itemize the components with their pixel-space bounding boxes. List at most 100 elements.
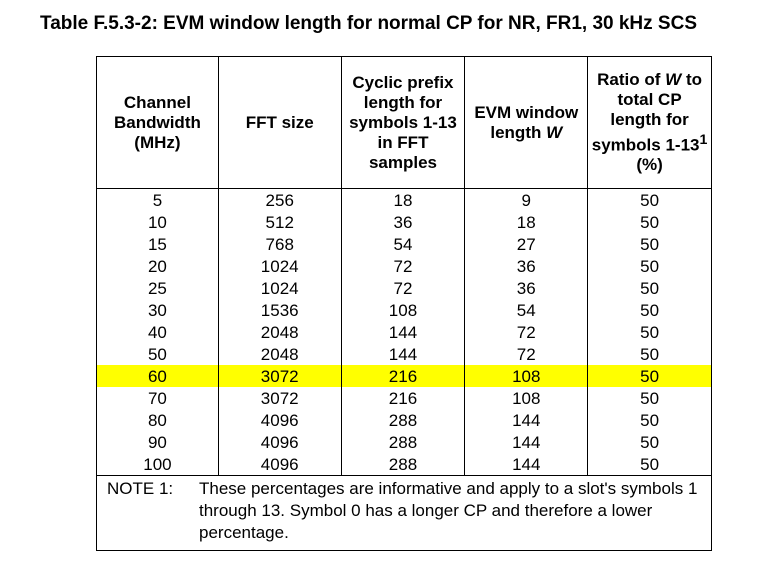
cell-ratio: 50 xyxy=(587,387,712,409)
cell-evm-window: 36 xyxy=(464,277,589,299)
header-evm-window-text: EVM window length xyxy=(474,102,579,142)
table-row: 25 1024 72 36 50 xyxy=(96,277,712,299)
header-ratio-prefix: Ratio of xyxy=(597,69,661,89)
cell-ratio: 50 xyxy=(587,343,712,365)
cell-evm-window: 72 xyxy=(464,343,589,365)
table-row: 20 1024 72 36 50 xyxy=(96,255,712,277)
cell-cp-length: 72 xyxy=(340,255,466,277)
table-row: 100 4096 288 144 50 xyxy=(96,453,712,476)
note-label: NOTE 1: xyxy=(107,479,174,498)
cell-ratio: 50 xyxy=(587,409,712,431)
cell-channel-bandwidth: 40 xyxy=(96,321,219,343)
table-title: Table F.5.3-2: EVM window length for nor… xyxy=(40,13,698,34)
table-row: 15 768 54 27 50 xyxy=(96,233,712,255)
header-evm-window-var: W xyxy=(546,122,563,142)
cell-cp-length: 288 xyxy=(340,409,466,431)
cell-ratio: 50 xyxy=(587,211,712,233)
table-row: 10 512 36 18 50 xyxy=(96,211,712,233)
cell-ratio: 50 xyxy=(587,365,712,387)
table-row: 80 4096 288 144 50 xyxy=(96,409,712,431)
cell-evm-window: 108 xyxy=(464,387,589,409)
cell-fft-size: 4096 xyxy=(217,453,342,476)
cell-cp-length: 288 xyxy=(340,453,466,476)
cell-channel-bandwidth: 70 xyxy=(96,387,219,409)
header-evm-window: EVM window length W xyxy=(464,56,589,189)
table-row: 60 3072 216 108 50 xyxy=(96,365,712,387)
cell-evm-window: 144 xyxy=(464,409,589,431)
cell-channel-bandwidth: 25 xyxy=(96,277,219,299)
cell-ratio: 50 xyxy=(587,321,712,343)
cell-evm-window: 27 xyxy=(464,233,589,255)
table-row: 90 4096 288 144 50 xyxy=(96,431,712,453)
cell-channel-bandwidth: 90 xyxy=(96,431,219,453)
cell-ratio: 50 xyxy=(587,431,712,453)
cell-evm-window: 72 xyxy=(464,321,589,343)
cell-fft-size: 768 xyxy=(217,233,342,255)
table-row: 5 256 18 9 50 xyxy=(96,188,712,211)
cell-channel-bandwidth: 80 xyxy=(96,409,219,431)
cell-ratio: 50 xyxy=(587,453,712,476)
cell-channel-bandwidth: 60 xyxy=(96,365,219,387)
header-cp-length: Cyclic prefix length for symbols 1-13 in… xyxy=(340,56,466,189)
cell-channel-bandwidth: 15 xyxy=(96,233,219,255)
cell-channel-bandwidth: 10 xyxy=(96,211,219,233)
cell-evm-window: 144 xyxy=(464,431,589,453)
cell-fft-size: 2048 xyxy=(217,321,342,343)
cell-fft-size: 4096 xyxy=(217,431,342,453)
cell-evm-window: 144 xyxy=(464,453,589,476)
cell-cp-length: 108 xyxy=(340,299,466,321)
cell-channel-bandwidth: 20 xyxy=(96,255,219,277)
cell-cp-length: 54 xyxy=(340,233,466,255)
cell-ratio: 50 xyxy=(587,255,712,277)
cell-evm-window: 18 xyxy=(464,211,589,233)
header-ratio-footnote-mark: 1 xyxy=(699,131,708,148)
cell-channel-bandwidth: 50 xyxy=(96,343,219,365)
cell-evm-window: 36 xyxy=(464,255,589,277)
cell-fft-size: 2048 xyxy=(217,343,342,365)
cell-fft-size: 3072 xyxy=(217,365,342,387)
cell-ratio: 50 xyxy=(587,277,712,299)
header-ratio-var: W xyxy=(665,69,682,89)
cell-cp-length: 144 xyxy=(340,321,466,343)
evm-window-table: Channel Bandwidth (MHz) FFT size Cyclic … xyxy=(96,56,712,551)
cell-cp-length: 144 xyxy=(340,343,466,365)
note-row: NOTE 1: These percentages are informativ… xyxy=(96,475,712,551)
cell-evm-window: 54 xyxy=(464,299,589,321)
header-ratio: Ratio of W to total CP length for symbol… xyxy=(587,56,712,189)
table-row: 50 2048 144 72 50 xyxy=(96,343,712,365)
cell-channel-bandwidth: 30 xyxy=(96,299,219,321)
cell-fft-size: 512 xyxy=(217,211,342,233)
cell-ratio: 50 xyxy=(587,233,712,255)
header-channel-bandwidth: Channel Bandwidth (MHz) xyxy=(96,56,219,189)
table-row: 30 1536 108 54 50 xyxy=(96,299,712,321)
table-row: 70 3072 216 108 50 xyxy=(96,387,712,409)
cell-cp-length: 72 xyxy=(340,277,466,299)
cell-fft-size: 1024 xyxy=(217,277,342,299)
note-text: These percentages are informative and ap… xyxy=(199,479,698,542)
cell-ratio: 50 xyxy=(587,299,712,321)
cell-cp-length: 216 xyxy=(340,387,466,409)
cell-evm-window: 108 xyxy=(464,365,589,387)
cell-fft-size: 1024 xyxy=(217,255,342,277)
cell-fft-size: 4096 xyxy=(217,409,342,431)
cell-cp-length: 216 xyxy=(340,365,466,387)
header-ratio-mid: to total CP length for symbols 1-13 xyxy=(591,69,702,155)
cell-evm-window: 9 xyxy=(464,188,589,211)
cell-channel-bandwidth: 5 xyxy=(96,188,219,211)
cell-fft-size: 1536 xyxy=(217,299,342,321)
cell-channel-bandwidth: 100 xyxy=(96,453,219,476)
cell-ratio: 50 xyxy=(587,188,712,211)
cell-cp-length: 288 xyxy=(340,431,466,453)
table-row: 40 2048 144 72 50 xyxy=(96,321,712,343)
cell-cp-length: 18 xyxy=(340,188,466,211)
note: NOTE 1: These percentages are informativ… xyxy=(107,478,705,544)
note-cell: NOTE 1: These percentages are informativ… xyxy=(96,475,712,551)
header-fft-size: FFT size xyxy=(217,56,342,189)
header-ratio-suffix: (%) xyxy=(636,155,663,175)
cell-fft-size: 256 xyxy=(217,188,342,211)
header-row: Channel Bandwidth (MHz) FFT size Cyclic … xyxy=(96,56,712,189)
cell-fft-size: 3072 xyxy=(217,387,342,409)
table-body: 5 256 18 9 50 10 512 36 18 50 15 768 54 27 50 20 1024 72 3… xyxy=(96,188,712,476)
cell-cp-length: 36 xyxy=(340,211,466,233)
